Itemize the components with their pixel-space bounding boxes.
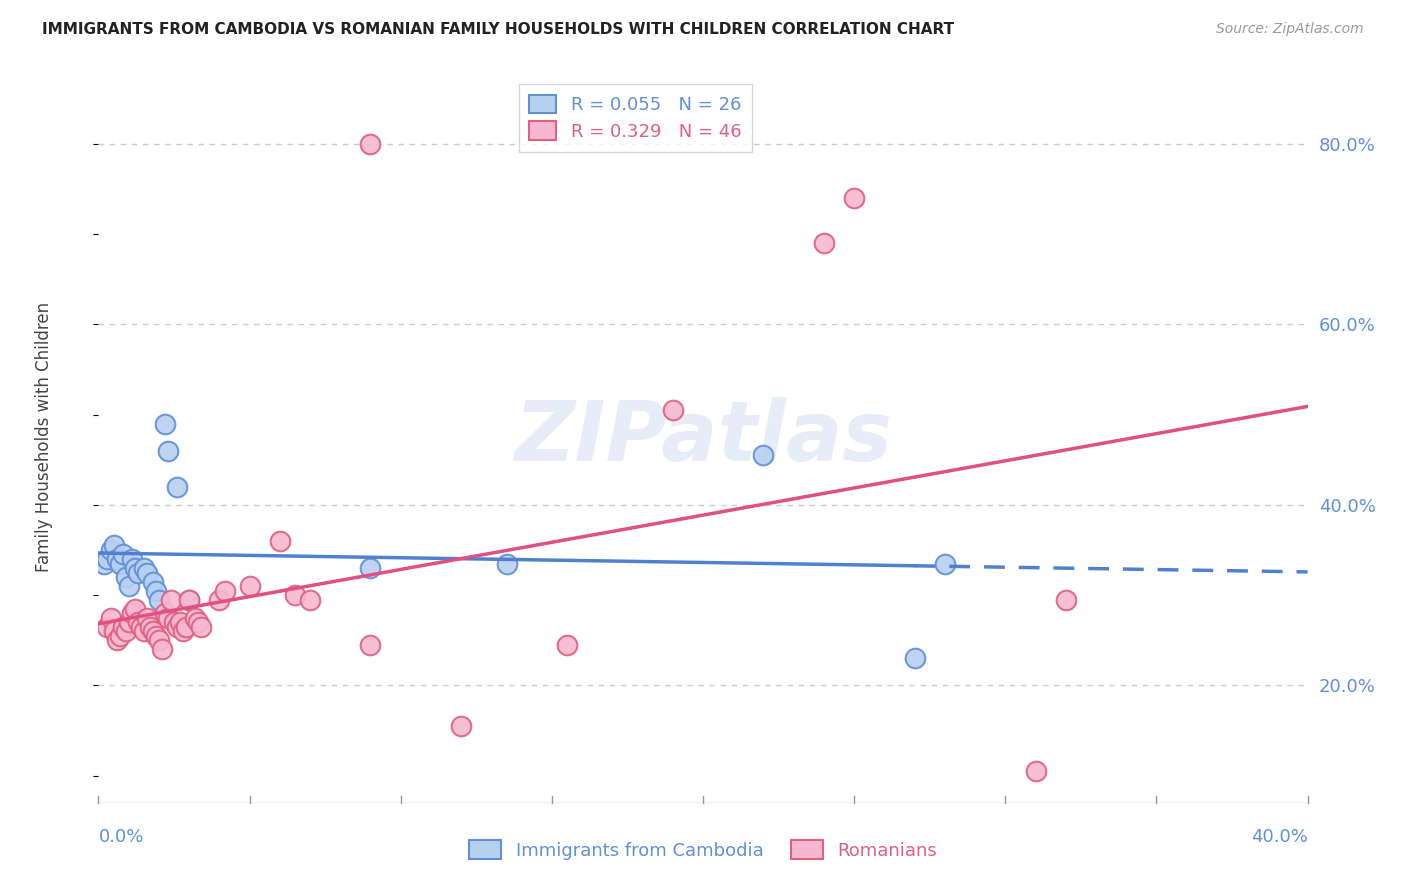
Point (555, 638, 578, 652)
Point (172, 624, 194, 639)
Point (148, 592, 170, 607)
Point (124, 561, 146, 575)
Point (174, 620, 197, 634)
Text: ZIPatlas: ZIPatlas (515, 397, 891, 477)
Point (360, 561, 382, 575)
Point (239, 579, 262, 593)
Point (108, 557, 131, 571)
Point (299, 592, 322, 607)
Point (156, 443, 179, 458)
Text: IMMIGRANTS FROM CAMBODIA VS ROMANIAN FAMILY HOUSEHOLDS WITH CHILDREN CORRELATION: IMMIGRANTS FROM CAMBODIA VS ROMANIAN FAM… (42, 22, 955, 37)
Point (93, 557, 115, 571)
Point (118, 615, 141, 630)
Point (813, 235, 835, 250)
Point (179, 592, 201, 607)
Point (153, 606, 176, 620)
Point (166, 480, 188, 494)
Point (111, 620, 134, 634)
Point (145, 583, 167, 598)
Point (103, 624, 125, 639)
Point (752, 448, 775, 462)
Legend: Immigrants from Cambodia, Romanians: Immigrants from Cambodia, Romanians (461, 833, 945, 867)
Point (934, 557, 956, 571)
Point (187, 615, 209, 630)
Point (100, 543, 122, 558)
Point (100, 610, 122, 624)
Point (145, 629, 167, 643)
Point (139, 620, 162, 634)
Point (96, 552, 118, 566)
Point (150, 642, 173, 657)
Point (169, 615, 191, 630)
Point (269, 533, 291, 548)
Point (135, 566, 157, 580)
Point (156, 610, 179, 624)
Point (114, 624, 136, 639)
Point (135, 610, 157, 624)
Point (129, 620, 152, 634)
Point (184, 610, 207, 624)
Point (148, 633, 170, 648)
Point (127, 566, 149, 580)
Point (118, 579, 141, 593)
Point (1054, 592, 1077, 607)
Point (96, 620, 118, 634)
Point (142, 574, 165, 589)
Point (844, 191, 866, 205)
Point (153, 417, 176, 431)
Point (163, 615, 186, 630)
Point (121, 606, 143, 620)
Text: 40.0%: 40.0% (1251, 828, 1308, 846)
Point (450, 719, 472, 733)
Point (127, 615, 149, 630)
Point (132, 624, 155, 639)
Point (132, 561, 155, 575)
Point (121, 552, 143, 566)
Point (284, 588, 307, 602)
Point (105, 552, 128, 566)
Point (495, 557, 517, 571)
Point (160, 592, 183, 607)
Point (108, 629, 131, 643)
Legend: R = 0.055   N = 26, R = 0.329   N = 46: R = 0.055 N = 26, R = 0.329 N = 46 (519, 84, 752, 152)
Point (142, 624, 165, 639)
Point (214, 583, 236, 598)
Text: 0.0%: 0.0% (98, 828, 143, 846)
Point (111, 548, 134, 562)
Text: Source: ZipAtlas.com: Source: ZipAtlas.com (1216, 22, 1364, 37)
Point (179, 592, 201, 607)
Point (105, 633, 128, 648)
Point (114, 570, 136, 584)
Point (1024, 764, 1046, 779)
Point (360, 638, 382, 652)
Point (166, 620, 188, 634)
Point (124, 601, 146, 615)
Point (360, 136, 382, 151)
Text: Family Households with Children: Family Households with Children (35, 302, 53, 572)
Point (904, 651, 927, 665)
Point (190, 620, 212, 634)
Point (661, 403, 683, 417)
Point (208, 592, 231, 607)
Point (103, 538, 125, 552)
